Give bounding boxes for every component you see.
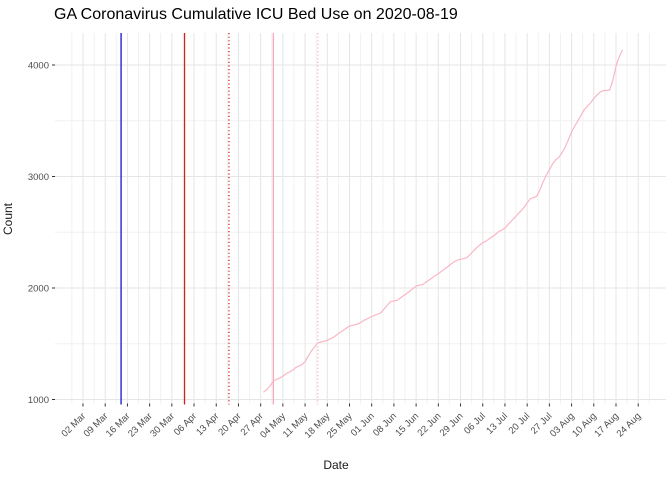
x-tick-label: 15 Jun xyxy=(393,411,421,439)
x-tick-label: 13 Apr xyxy=(194,411,221,438)
x-tick-label: 25 May xyxy=(325,411,355,441)
chart-title: GA Coronavirus Cumulative ICU Bed Use on… xyxy=(54,6,458,23)
y-tick-label: 1000 xyxy=(28,395,49,406)
x-tick-label: 08 Jun xyxy=(371,411,399,439)
y-tick-label: 3000 xyxy=(28,172,49,183)
x-tick-label: 06 Jul xyxy=(462,411,488,437)
y-axis-title: Count xyxy=(1,202,15,236)
x-tick-label: 29 Jun xyxy=(438,411,466,439)
x-tick-label: 06 Apr xyxy=(172,411,199,438)
x-tick-label: 13 Jul xyxy=(484,411,510,437)
x-tick-label: 30 Mar xyxy=(148,411,177,440)
x-tick-label: 01 Jun xyxy=(349,411,377,439)
y-tick-label: 4000 xyxy=(28,61,49,72)
x-tick-label: 22 Jun xyxy=(415,411,443,439)
series-line-cumulative-icu-bed-use xyxy=(263,49,623,393)
y-tick-label: 2000 xyxy=(28,284,49,295)
x-axis-title: Date xyxy=(323,458,349,472)
x-tick-label: 20 Jul xyxy=(507,411,533,437)
x-tick-label: 20 Apr xyxy=(216,411,243,438)
x-tick-label: 24 Aug xyxy=(615,411,644,440)
